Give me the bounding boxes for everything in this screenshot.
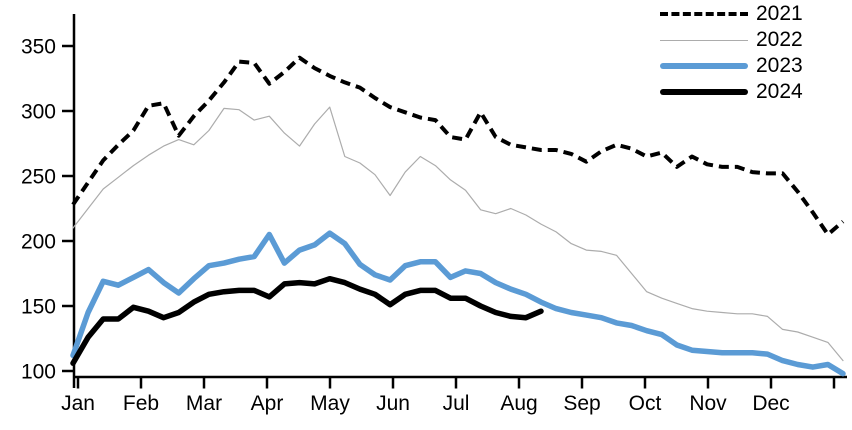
legend-label-2021: 2021: [756, 2, 803, 25]
x-tick-label: Aug: [500, 392, 537, 415]
legend-item-2024: 2024: [660, 79, 803, 105]
y-tick-label: 200: [21, 231, 56, 254]
legend-swatch-2024: [660, 89, 748, 95]
x-tick-label: Apr: [251, 392, 284, 415]
series-line-2022: [72, 106, 844, 362]
x-tick-label: May: [310, 392, 350, 415]
legend-swatch-2023: [660, 63, 748, 69]
legend-label-2024: 2024: [756, 80, 803, 103]
series-line-2024: [70, 275, 544, 366]
y-tick-label: 100: [21, 361, 56, 384]
legend-swatch-2022: [660, 39, 748, 41]
y-tick-label: 350: [21, 36, 56, 59]
legend-label-2022: 2022: [756, 28, 803, 51]
x-tick-label: Oct: [629, 392, 662, 415]
y-tick-label: 150: [21, 296, 56, 319]
legend: 2021 2022 2023 2024: [660, 1, 803, 105]
legend-label-2023: 2023: [756, 54, 803, 77]
x-tick-label: Sep: [563, 392, 600, 415]
legend-item-2021: 2021: [660, 1, 803, 27]
legend-swatch-2021: [660, 12, 748, 16]
x-tick-label: Mar: [186, 392, 222, 415]
x-tick-label: Jul: [443, 392, 470, 415]
x-tick-label: Dec: [752, 392, 789, 415]
x-tick-label: Jan: [61, 392, 95, 415]
y-tick-label: 300: [21, 101, 56, 124]
x-tick-label: Nov: [689, 392, 727, 415]
legend-item-2023: 2023: [660, 53, 803, 79]
x-tick-label: Jun: [376, 392, 410, 415]
series-line-2023: [70, 230, 846, 377]
legend-item-2022: 2022: [660, 27, 803, 53]
series-line-2021: [71, 55, 845, 237]
x-tick-label: Feb: [123, 392, 159, 415]
y-tick-label: 250: [21, 166, 56, 189]
